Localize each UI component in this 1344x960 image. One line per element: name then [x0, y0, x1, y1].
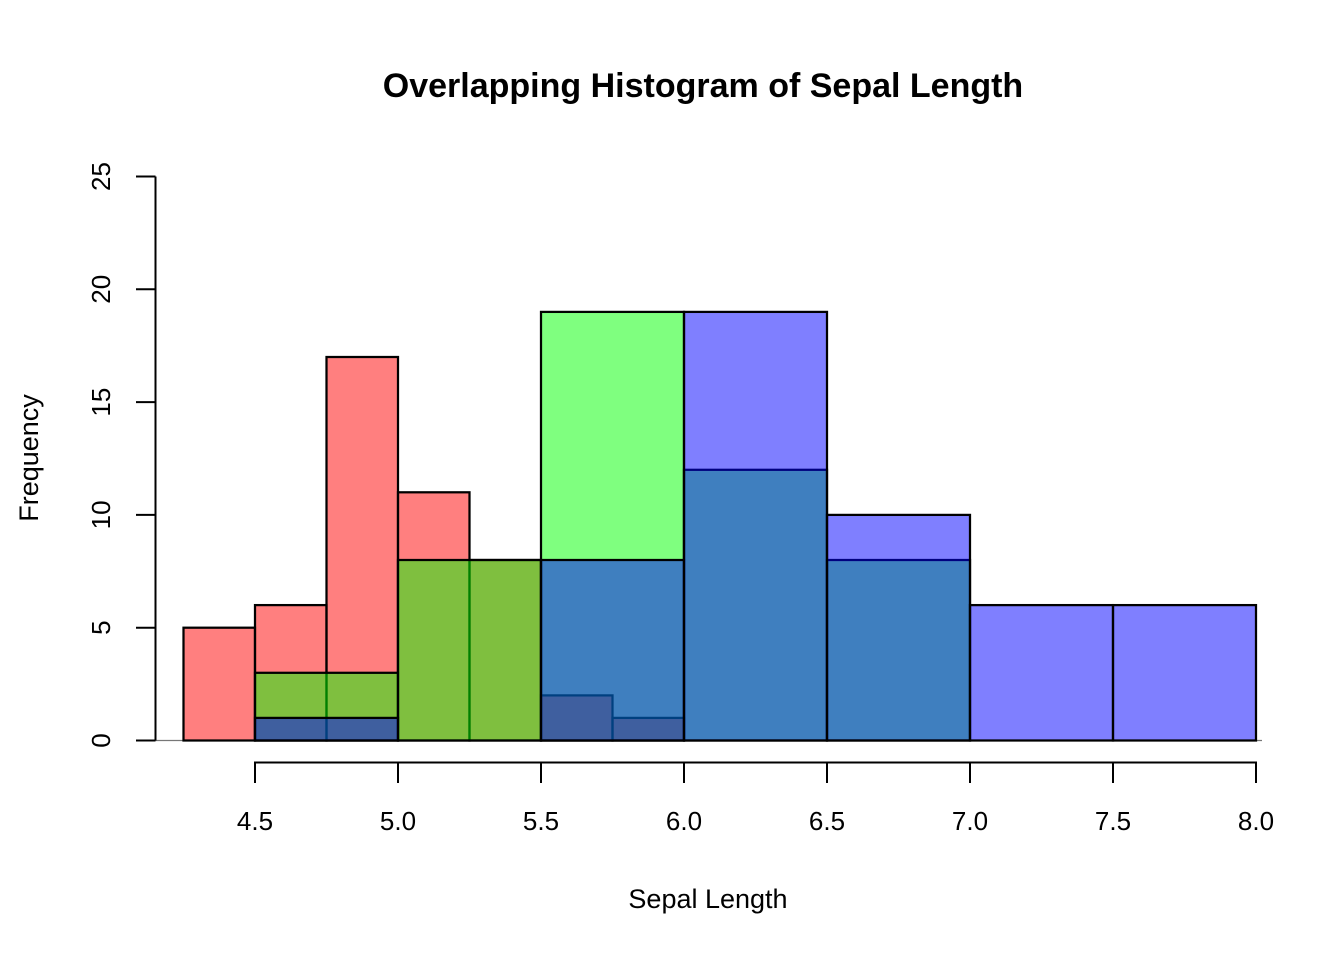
bar-blue-4: [825, 513, 972, 742]
y-tick-label: 25: [86, 162, 116, 191]
x-tick-label: 7.0: [952, 806, 988, 836]
chart-title: Overlapping Histogram of Sepal Length: [383, 67, 1023, 105]
bar-blue-0: [253, 716, 400, 742]
bar-red-0: [182, 626, 257, 742]
bar-blue-2: [539, 558, 686, 742]
bar-blue-3: [682, 310, 829, 742]
series-blue: [253, 310, 1258, 742]
x-tick-label: 8.0: [1238, 806, 1274, 836]
axes: 0 5 10 15 20 25 4.5 5.0 5.5 6.0 6.5 7.0 7.5 8.0: [86, 162, 1274, 836]
y-tick-label: 5: [86, 620, 116, 634]
y-tick-label: 10: [86, 500, 116, 529]
x-tick-label: 7.5: [1095, 806, 1131, 836]
x-axis-label: Sepal Length: [628, 884, 787, 914]
x-tick-label: 4.5: [237, 806, 273, 836]
histogram-bars: [182, 310, 1258, 742]
bar-blue-5: [968, 603, 1115, 742]
x-tick-label: 6.0: [666, 806, 702, 836]
x-tick-label: 5.0: [380, 806, 416, 836]
y-tick-label: 15: [86, 388, 116, 417]
y-tick-label: 20: [86, 275, 116, 304]
y-tick-label: 0: [86, 733, 116, 747]
x-tick-label: 5.5: [523, 806, 559, 836]
bar-green-1: [396, 558, 543, 742]
x-tick-label: 6.5: [809, 806, 845, 836]
y-axis-label: Frequency: [14, 394, 44, 522]
bar-blue-6: [1111, 603, 1258, 742]
